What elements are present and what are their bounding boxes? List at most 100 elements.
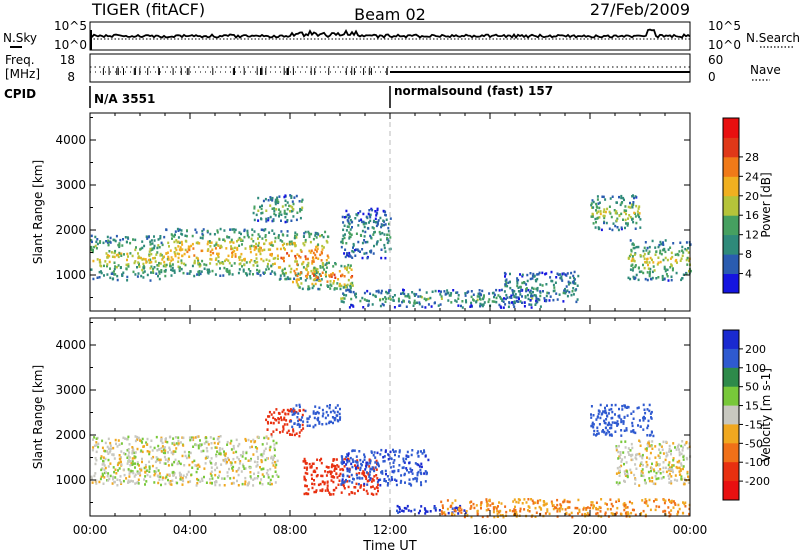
- power-echo-cell: [532, 272, 535, 276]
- power-echo-cell: [142, 271, 145, 274]
- velocity-echo-cell: [243, 467, 246, 470]
- power-echo-cell: [145, 235, 148, 238]
- velocity-echo-cell: [295, 432, 298, 435]
- velocity-echo-cell: [109, 441, 112, 445]
- power-echo-cell: [387, 239, 390, 243]
- velocity-echo-cell: [148, 470, 151, 473]
- power-echo-cell: [103, 274, 105, 277]
- velocity-echo-cell: [393, 478, 396, 481]
- velocity-echo-cell: [420, 472, 423, 476]
- power-echo-cell: [159, 262, 162, 265]
- power-echo-cell: [559, 276, 562, 280]
- velocity-echo-cell: [598, 423, 601, 426]
- power-echo-cell: [126, 275, 129, 279]
- power-echo-cell: [181, 243, 184, 246]
- velocity-echo-cell: [126, 456, 129, 459]
- velocity-echo-cell: [403, 461, 406, 464]
- power-echo-cell: [223, 266, 226, 270]
- power-echo-cell: [384, 250, 387, 253]
- power-echo-cell: [614, 211, 617, 215]
- velocity-echo-cell: [650, 469, 652, 473]
- power-echo-cell: [159, 237, 162, 240]
- power-echo-cell: [282, 272, 285, 275]
- velocity-echo-cell: [137, 436, 140, 440]
- velocity-echo-cell: [622, 422, 625, 425]
- power-echo-cell: [639, 254, 642, 257]
- velocity-echo-cell: [298, 425, 301, 429]
- velocity-echo-cell: [118, 461, 121, 464]
- velocity-echo-cell: [252, 453, 255, 456]
- power-echo-cell: [636, 210, 639, 213]
- power-echo-cell: [440, 295, 443, 298]
- velocity-echo-cell: [335, 472, 338, 476]
- power-echo-cell: [173, 269, 176, 272]
- power-echo-cell: [467, 290, 470, 293]
- power-echo-cell: [140, 274, 143, 278]
- velocity-echo-cell: [611, 416, 614, 420]
- velocity-echo-cell: [160, 446, 163, 450]
- velocity-echo-cell: [232, 457, 235, 461]
- power-echo-cell: [106, 264, 108, 268]
- velocity-echo-cell: [340, 491, 343, 494]
- power-echo-cell: [548, 299, 551, 302]
- power-echo-cell: [126, 279, 129, 282]
- power-echo-cell: [176, 227, 179, 231]
- velocity-echo-cell: [362, 473, 365, 477]
- power-echo-cell: [536, 273, 539, 276]
- power-echo-cell: [401, 292, 404, 295]
- power-echo-cell: [257, 248, 260, 251]
- radar-title: TIGER (fitACF): [91, 0, 205, 19]
- velocity-echo-cell: [249, 471, 252, 474]
- power-echo-cell: [358, 219, 361, 222]
- power-echo-cell: [495, 300, 498, 304]
- velocity-echo-cell: [410, 469, 413, 472]
- velocity-echo-cell: [357, 482, 360, 486]
- power-echo-cell: [250, 237, 253, 241]
- velocity-echo-cell: [678, 473, 681, 476]
- velocity-echo-cell: [622, 420, 625, 423]
- velocity-echo-cell: [140, 439, 143, 443]
- velocity-echo-cell: [660, 445, 663, 448]
- power-echo-cell: [374, 295, 377, 298]
- velocity-echo-cell: [120, 463, 123, 466]
- power-colorbar-segment: [723, 118, 739, 138]
- velocity-echo-cell: [95, 444, 98, 447]
- power-echo-cell: [180, 261, 183, 265]
- velocity-echo-cell: [215, 453, 218, 457]
- velocity-echo-cell: [198, 465, 201, 468]
- velocity-echo-cell: [645, 502, 648, 505]
- velocity-echo-cell: [339, 418, 341, 421]
- velocity-echo-cell: [657, 477, 660, 480]
- power-echo-cell: [503, 290, 506, 293]
- power-colorbar-tick-label: 8: [745, 248, 752, 261]
- velocity-echo-cell: [648, 442, 650, 445]
- velocity-echo-cell: [589, 506, 592, 510]
- velocity-echo-cell: [670, 452, 672, 456]
- velocity-echo-cell: [352, 478, 355, 481]
- power-echo-cell: [140, 256, 142, 260]
- velocity-echo-cell: [215, 480, 218, 483]
- velocity-echo-cell: [224, 457, 227, 461]
- velocity-echo-cell: [140, 469, 143, 472]
- power-echo-cell: [132, 270, 135, 274]
- velocity-echo-cell: [614, 430, 617, 433]
- power-echo-cell: [407, 293, 410, 296]
- velocity-echo-cell: [307, 417, 310, 420]
- velocity-echo-cell: [157, 481, 160, 485]
- velocity-echo-cell: [517, 501, 520, 504]
- velocity-echo-cell: [534, 501, 537, 504]
- velocity-echo-cell: [346, 467, 349, 470]
- velocity-echo-cell: [309, 466, 312, 469]
- power-echo-cell: [681, 277, 684, 280]
- power-echo-cell: [590, 203, 593, 207]
- power-echo-cell: [174, 252, 177, 256]
- power-echo-cell: [190, 244, 193, 248]
- power-echo-cell: [332, 282, 335, 285]
- power-echo-cell: [300, 208, 303, 211]
- power-ytick-label: 2000: [55, 223, 86, 237]
- power-echo-cell: [450, 301, 453, 304]
- velocity-echo-cell: [163, 455, 166, 459]
- power-echo-cell: [163, 270, 166, 273]
- power-echo-cell: [315, 250, 318, 253]
- power-echo-cell: [262, 259, 265, 263]
